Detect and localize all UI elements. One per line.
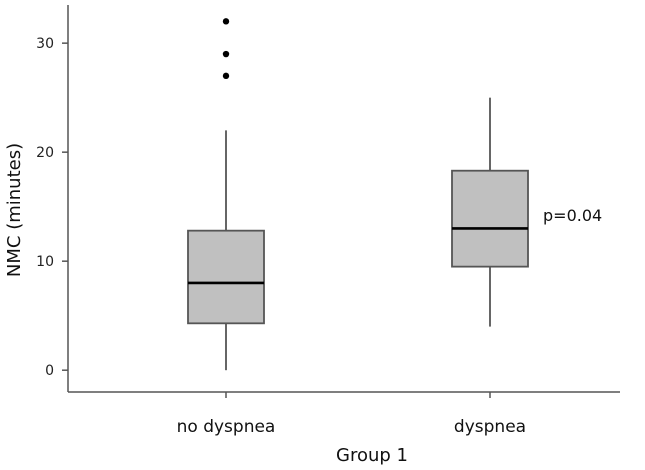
outlier-point <box>222 18 230 25</box>
boxes <box>187 18 529 371</box>
outlier-point <box>222 72 230 80</box>
iqr-box <box>187 229 265 325</box>
y-tick-label: 30 <box>36 36 54 52</box>
x-axis-title: Group 1 <box>336 445 408 466</box>
x-tick-label: dyspnea <box>454 417 526 437</box>
x-ticks: no dyspnea dyspnea <box>177 392 526 437</box>
iqr-box <box>451 169 529 268</box>
y-ticks: 0 10 20 30 <box>36 36 68 379</box>
axes <box>67 5 620 393</box>
p-value-annotation: p=0.04 <box>543 206 602 225</box>
y-tick-label: 10 <box>36 254 54 270</box>
y-axis-title: NMC (minutes) <box>4 143 25 277</box>
y-tick-label: 0 <box>45 363 54 379</box>
y-tick-label: 20 <box>36 145 54 161</box>
x-tick-label: no dyspnea <box>177 417 276 437</box>
box-group <box>187 18 265 371</box>
box-group <box>451 97 529 327</box>
outlier-point <box>222 50 230 58</box>
